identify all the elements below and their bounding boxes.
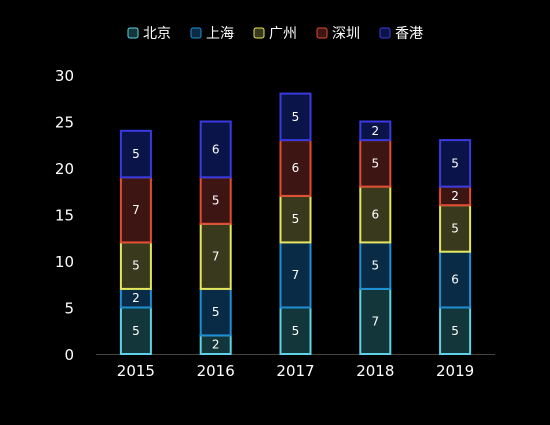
data-label: 5 xyxy=(371,259,379,273)
data-label: 5 xyxy=(212,305,220,319)
data-label: 2 xyxy=(132,291,140,305)
legend-item[interactable]: 上海 xyxy=(190,26,234,42)
bar-segment[interactable] xyxy=(119,129,152,179)
data-label: 5 xyxy=(132,324,140,338)
bar-segment[interactable] xyxy=(279,139,312,197)
legend-label: 香港 xyxy=(395,26,423,42)
data-label: 5 xyxy=(292,212,300,226)
legend-swatch xyxy=(316,27,328,39)
data-label: 5 xyxy=(451,221,459,235)
data-label: 2 xyxy=(451,189,459,203)
legend-label: 广州 xyxy=(269,26,297,42)
x-axis: 2015 2016 2017 2018 2019 xyxy=(96,354,495,380)
legend-label: 北京 xyxy=(143,26,171,42)
bar-segment[interactable] xyxy=(199,120,232,179)
bar-segment[interactable] xyxy=(279,306,312,355)
data-label: 6 xyxy=(212,142,220,156)
y-tick-label: 5 xyxy=(64,300,74,318)
data-label: 6 xyxy=(292,161,300,175)
y-tick-label: 20 xyxy=(55,160,74,178)
legend-label: 上海 xyxy=(206,26,234,42)
bar-segment[interactable] xyxy=(439,139,472,188)
data-label: 5 xyxy=(212,194,220,208)
data-label: 6 xyxy=(451,273,459,287)
y-tick-label: 25 xyxy=(55,114,74,132)
data-label: 6 xyxy=(371,208,379,222)
data-label: 5 xyxy=(292,324,300,338)
legend-item[interactable]: 香港 xyxy=(379,26,423,42)
bar-segment[interactable] xyxy=(199,176,232,225)
bar-segment[interactable] xyxy=(199,287,232,337)
data-label: 5 xyxy=(132,259,140,273)
bars: 5 2 5 7 5 2 5 7 5 6 5 7 5 6 5 7 5 6 5 2 5 6 5 2 5 xyxy=(119,92,472,355)
data-label: 2 xyxy=(212,338,220,352)
data-label: 5 xyxy=(292,110,300,124)
bar-segment[interactable] xyxy=(279,241,312,309)
y-tick-label: 0 xyxy=(64,346,74,364)
bar-segment[interactable] xyxy=(359,139,392,188)
bar-segment[interactable] xyxy=(359,185,392,244)
legend-swatch xyxy=(190,27,202,39)
y-axis: 0 5 10 15 20 25 30 xyxy=(55,67,74,364)
legend: 北京 上海 广州 深圳 香港 xyxy=(127,26,423,42)
legend-label: 深圳 xyxy=(332,26,360,42)
bar-segment[interactable] xyxy=(359,287,392,355)
data-label: 7 xyxy=(132,203,140,217)
bar-segment[interactable] xyxy=(359,241,392,290)
data-label: 5 xyxy=(132,147,140,161)
bar-segment[interactable] xyxy=(359,120,392,142)
y-tick-label: 30 xyxy=(55,67,74,85)
bar-segment[interactable] xyxy=(279,92,312,142)
legend-item[interactable]: 深圳 xyxy=(316,26,360,42)
data-label: 5 xyxy=(451,156,459,170)
bar-segment[interactable] xyxy=(279,194,312,244)
y-tick-label: 10 xyxy=(55,253,74,271)
bar-segment[interactable] xyxy=(119,306,152,355)
x-tick-label: 2017 xyxy=(276,362,314,380)
legend-item[interactable]: 北京 xyxy=(127,26,171,42)
x-tick-label: 2019 xyxy=(436,362,474,380)
x-tick-label: 2016 xyxy=(197,362,235,380)
y-tick-label: 15 xyxy=(55,207,74,225)
data-label: 2 xyxy=(371,124,379,138)
data-label: 5 xyxy=(371,156,379,170)
legend-swatch xyxy=(253,27,265,39)
data-label: 7 xyxy=(371,314,379,328)
data-label: 5 xyxy=(451,324,459,338)
x-tick-label: 2015 xyxy=(117,362,155,380)
legend-swatch xyxy=(127,27,139,39)
data-label: 7 xyxy=(212,249,220,263)
legend-swatch xyxy=(379,27,391,39)
legend-item[interactable]: 广州 xyxy=(253,26,297,42)
x-tick-label: 2018 xyxy=(356,362,394,380)
bar-segment[interactable] xyxy=(119,241,152,290)
data-label: 7 xyxy=(292,268,300,282)
